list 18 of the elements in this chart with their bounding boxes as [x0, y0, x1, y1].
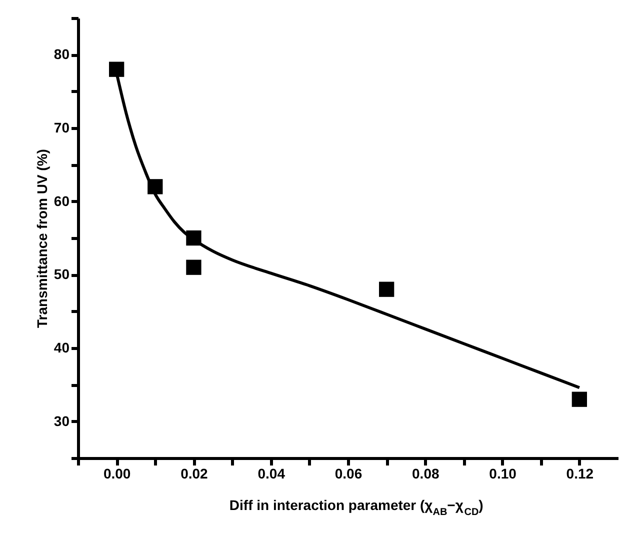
y-tick-label: 30 — [54, 412, 70, 429]
y-tick-label: 40 — [54, 340, 70, 356]
y-tick-label: 50 — [54, 266, 70, 282]
point — [108, 62, 124, 77]
x-tick-label: 0.12 — [566, 466, 594, 482]
point — [378, 282, 394, 297]
y-tick-label: 80 — [54, 46, 70, 62]
x-tick-label: 0.00 — [103, 466, 131, 482]
y-axis-title: Transmittance from UV (%) — [34, 149, 50, 328]
point — [572, 392, 588, 407]
point — [186, 260, 202, 275]
y-tick-label: 60 — [54, 192, 70, 209]
x-tick-label: 0.02 — [180, 466, 208, 482]
x-tick-label: 0.06 — [334, 466, 362, 482]
x-tick-label: 0.10 — [489, 466, 517, 482]
x-tick-label: 0.04 — [258, 466, 286, 482]
x-tick-label: 0.08 — [412, 466, 440, 482]
y-tick-label: 70 — [54, 120, 70, 136]
